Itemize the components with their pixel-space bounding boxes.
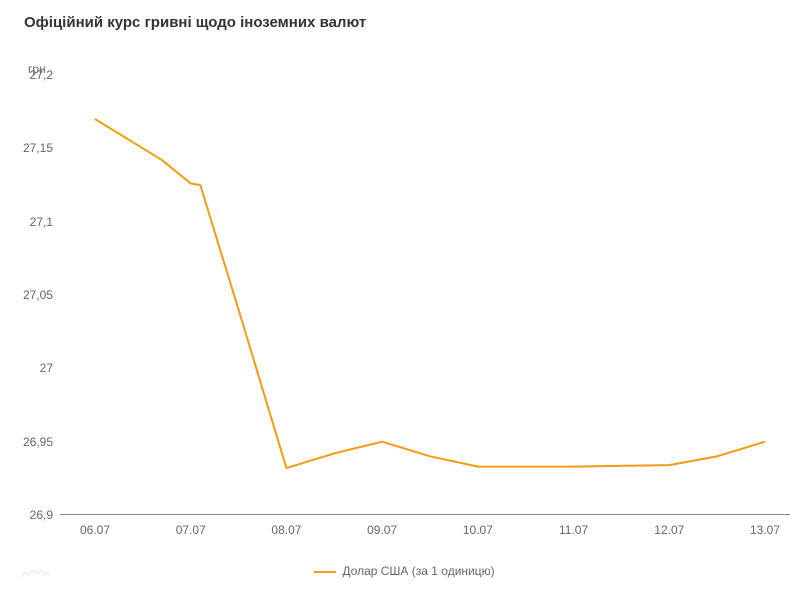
plot-area: [60, 75, 790, 515]
legend-label: Долар США (за 1 одиницю): [342, 564, 494, 578]
x-tick-label: 06.07: [80, 523, 110, 537]
chart-svg: [60, 75, 790, 515]
x-tick-label: 12.07: [654, 523, 684, 537]
x-tick-label: 09.07: [367, 523, 397, 537]
y-tick-label: 26,95: [5, 435, 53, 449]
legend-swatch: [314, 571, 336, 573]
y-tick-label: 27,05: [5, 288, 53, 302]
legend: Долар США (за 1 одиницю): [0, 564, 809, 578]
chart-title: Офіційний курс гривні щодо іноземних вал…: [24, 14, 366, 31]
x-tick-label: 13.07: [750, 523, 780, 537]
x-tick-label: 10.07: [463, 523, 493, 537]
y-tick-label: 27,1: [5, 215, 53, 229]
y-tick-label: 27,2: [5, 68, 53, 82]
chart-container: Офіційний курс гривні щодо іноземних вал…: [0, 0, 809, 592]
x-tick-label: 07.07: [176, 523, 206, 537]
y-tick-label: 26,9: [5, 508, 53, 522]
x-tick-label: 08.07: [271, 523, 301, 537]
y-tick-label: 27,15: [5, 141, 53, 155]
x-tick-label: 11.07: [559, 523, 588, 537]
watermark-icon: [22, 565, 50, 584]
y-tick-label: 27: [5, 361, 53, 375]
